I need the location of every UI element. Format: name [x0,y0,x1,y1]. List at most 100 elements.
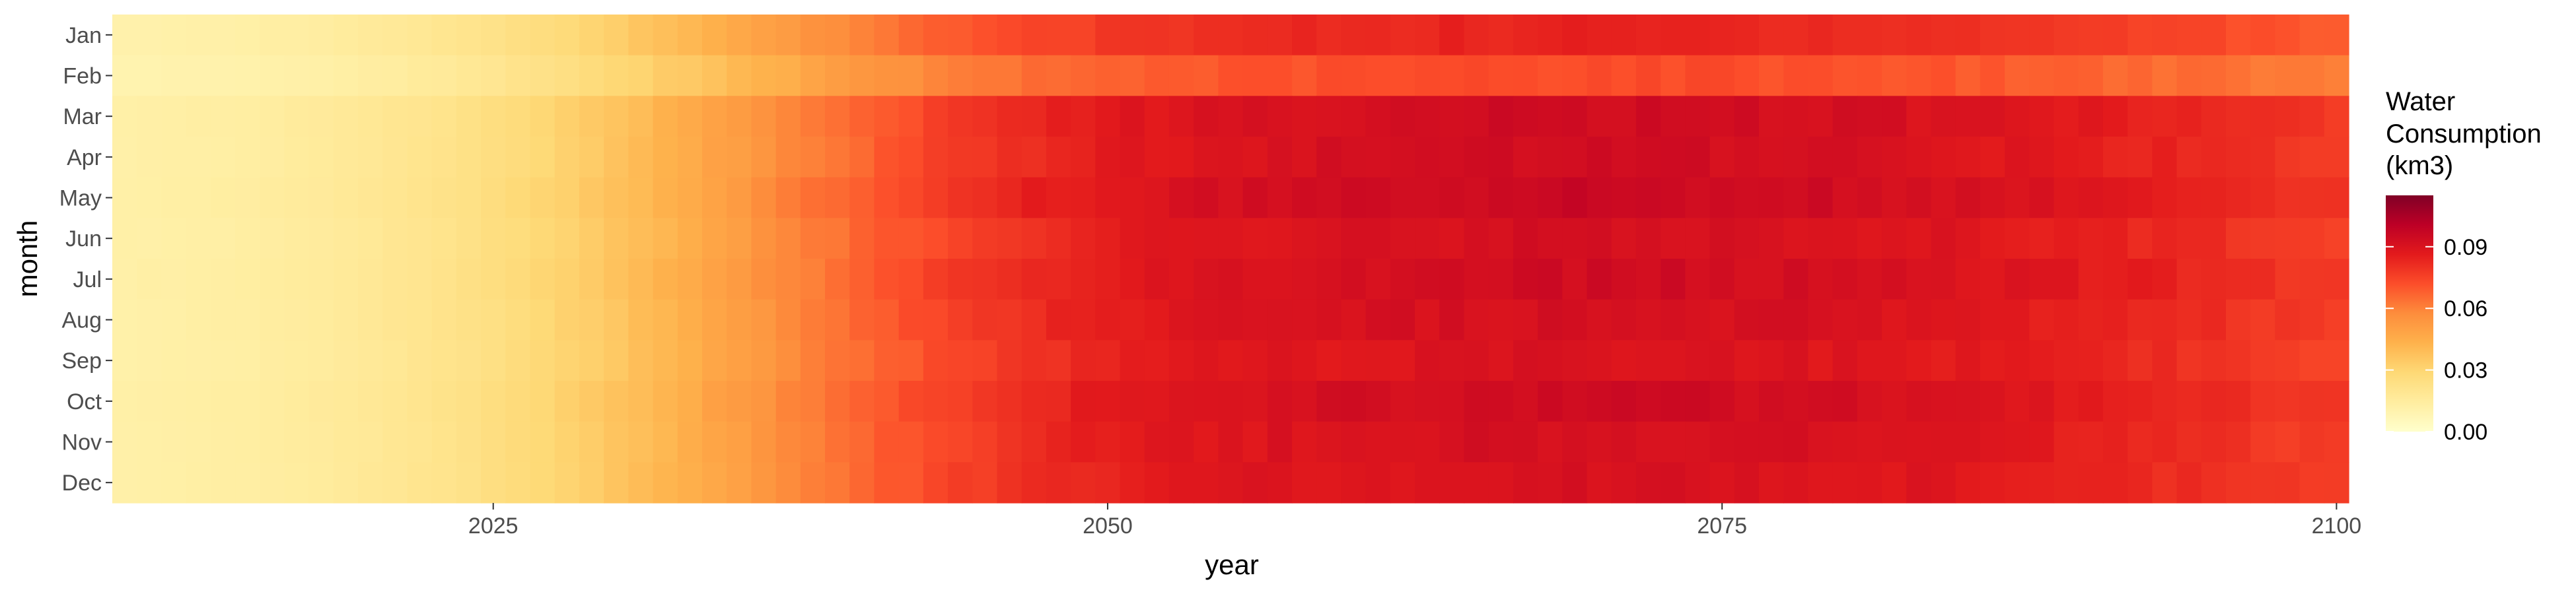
heatmap-cell [2078,96,2104,137]
heatmap-cell [751,137,777,178]
heatmap-cell [1661,177,1686,218]
legend-tick-label: 0.06 [2444,296,2487,321]
heatmap-cell [2275,96,2301,137]
heatmap-cell [2275,421,2301,463]
heatmap-cell [2152,218,2178,259]
heatmap-cell [407,259,433,300]
heatmap-cell [1439,218,1465,259]
heatmap-cell [1882,340,1907,381]
heatmap-cell [1980,259,2005,300]
heatmap-cell [308,381,334,422]
heatmap-cell [2102,55,2128,96]
heatmap-cell [1071,259,1096,300]
y-tick-label: Feb [63,64,102,89]
heatmap-cell [1955,299,1981,341]
heatmap-cell [333,299,359,341]
heatmap-cell [1292,259,1317,300]
heatmap-cell [382,15,408,56]
heatmap-cell [923,299,948,341]
heatmap-cell [2299,218,2325,259]
heatmap-cell [948,340,973,381]
heatmap-cell [825,177,850,218]
heatmap-cell [800,137,826,178]
heatmap-cell [1365,15,1391,56]
heatmap-cell [1292,96,1317,137]
heatmap-cell [1267,421,1293,463]
heatmap-cell [210,421,236,463]
heatmap-cell [1415,15,1440,56]
heatmap-cell [1341,137,1367,178]
heatmap-cell [1439,299,1465,341]
heatmap-cell [1931,299,1956,341]
heatmap-cell [849,340,875,381]
heatmap-cell [1734,177,1760,218]
heatmap-cell [727,218,752,259]
heatmap-cell [1365,340,1391,381]
heatmap-cell [505,96,531,137]
heatmap-cell [1488,218,1514,259]
heatmap-cell [1365,218,1391,259]
heatmap-cell [505,15,531,56]
heatmap-cell [849,96,875,137]
heatmap-cell [284,462,310,504]
legend-title-line-3: (km3) [2386,151,2453,180]
heatmap-cell [628,340,654,381]
heatmap-cell [2275,259,2301,300]
heatmap-cell [997,340,1022,381]
heatmap-cell [1734,55,1760,96]
heatmap-cell [2275,299,2301,341]
heatmap-cell [1415,421,1440,463]
heatmap-cell [1046,381,1071,422]
heatmap-cell [1242,55,1268,96]
heatmap-cell [1071,299,1096,341]
heatmap-cell [1242,299,1268,341]
heatmap-cell [751,421,777,463]
heatmap-cell [1808,137,1834,178]
heatmap-cell [2152,177,2178,218]
heatmap-cell [2299,299,2325,341]
heatmap-cell [677,137,703,178]
heatmap-cell [407,381,433,422]
heatmap-cell [1832,462,1858,504]
heatmap-cell [2029,137,2055,178]
heatmap-cell [2225,381,2251,422]
heatmap-cell [1021,96,1047,137]
heatmap-cell [1783,15,1809,56]
heatmap-cell [284,259,310,300]
heatmap-cell [382,340,408,381]
heatmap-cell [1218,259,1244,300]
heatmap-cell [1635,177,1661,218]
heatmap-cell [1488,137,1514,178]
heatmap-cell [2176,340,2202,381]
heatmap-cell [2054,299,2079,341]
heatmap-cell [1906,421,1932,463]
heatmap-cell [1316,299,1342,341]
heatmap-cell [284,421,310,463]
heatmap-cell [456,259,482,300]
heatmap-cell [481,218,506,259]
heatmap-cell [137,177,162,218]
heatmap-cell [1242,381,1268,422]
heatmap-cell [1341,421,1367,463]
heatmap-cell [2250,381,2275,422]
heatmap-cell [407,137,433,178]
heatmap-cell [530,55,555,96]
heatmap-cell [1562,381,1588,422]
heatmap-cell [825,137,850,178]
heatmap-cell [751,218,777,259]
heatmap-cell [2250,462,2275,504]
heatmap-cell [1685,15,1711,56]
heatmap-cell [775,421,801,463]
heatmap-cell [284,340,310,381]
heatmap-cell [948,462,973,504]
heatmap-cell [1046,340,1071,381]
heatmap-cell [849,55,875,96]
heatmap-cell [1906,96,1932,137]
heatmap-cell [1144,15,1170,56]
heatmap-cell [2005,15,2030,56]
heatmap-cell [2128,218,2153,259]
heatmap-cell [1857,96,1882,137]
heatmap-cell [1709,177,1735,218]
heatmap-cell [1120,462,1145,504]
heatmap-cell [382,259,408,300]
